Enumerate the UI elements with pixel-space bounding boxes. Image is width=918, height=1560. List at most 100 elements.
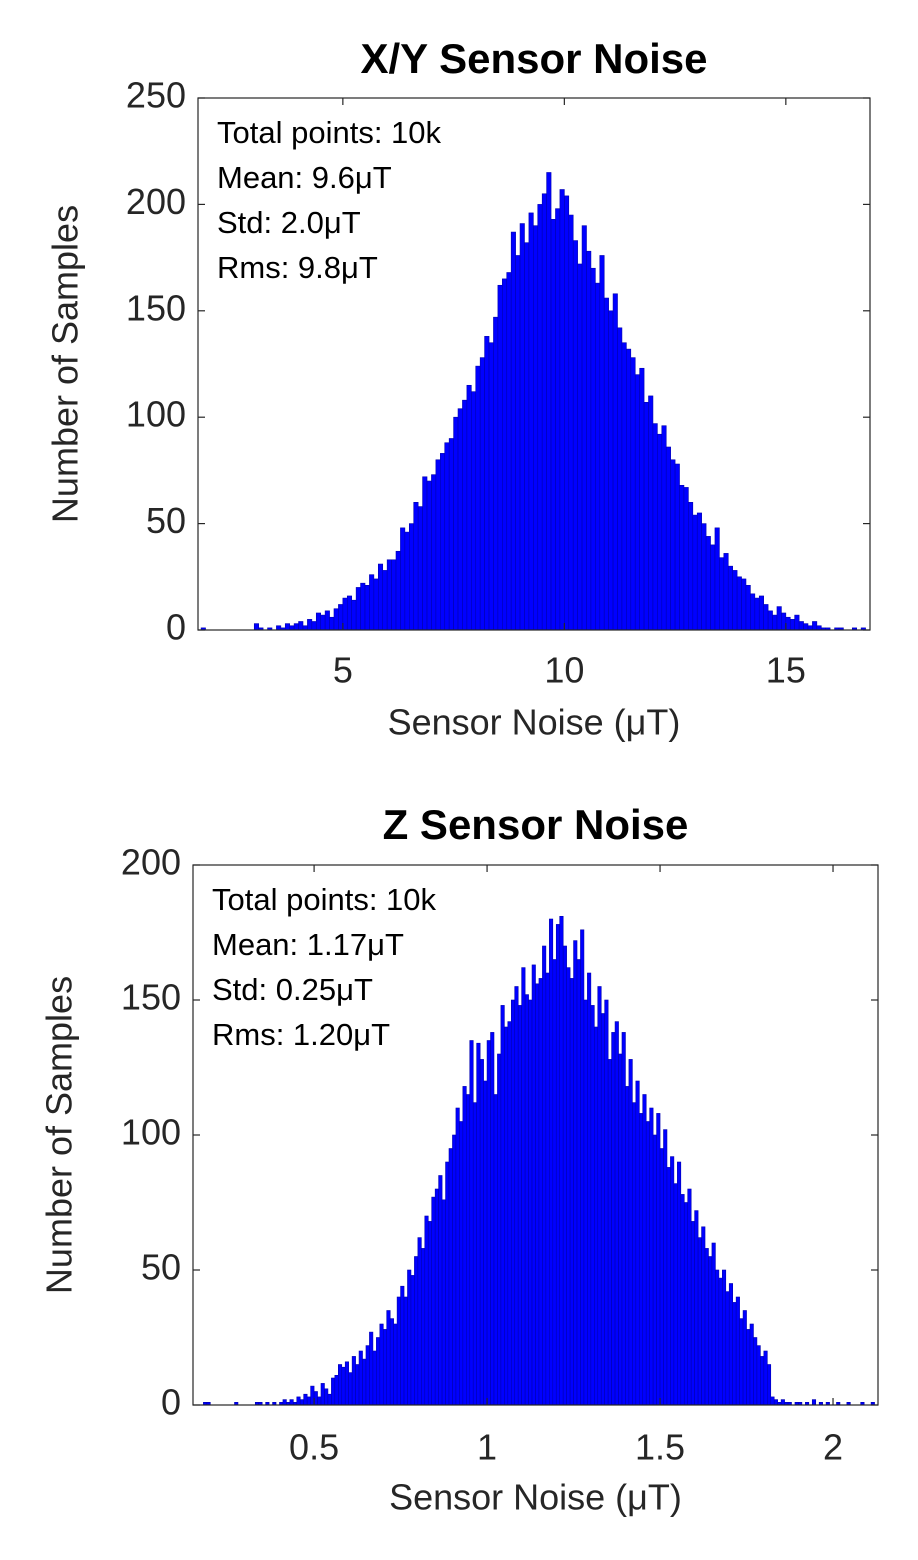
bar (767, 610, 773, 631)
bar (566, 967, 571, 1406)
bars (200, 172, 866, 631)
bar (389, 1318, 394, 1406)
bar (377, 563, 384, 631)
bar (590, 267, 596, 631)
y-tick-label: 200 (121, 842, 181, 883)
bar (583, 999, 588, 1406)
annotation: Mean: 9.6μT (217, 160, 392, 195)
bar (692, 514, 698, 631)
bar (426, 480, 432, 631)
bar (541, 193, 547, 631)
bar (564, 195, 570, 631)
axes-box (197, 97, 871, 631)
bar (510, 999, 516, 1406)
y-tick-label: 150 (126, 287, 186, 328)
bar (727, 565, 733, 631)
bar (581, 225, 587, 631)
bar (519, 223, 525, 631)
bar (680, 1194, 685, 1406)
bar (696, 512, 702, 631)
bar (484, 336, 490, 631)
bar (776, 606, 782, 631)
bar (559, 189, 565, 631)
bar (431, 1196, 436, 1406)
bar (365, 1345, 370, 1406)
bar (510, 231, 516, 631)
bar (440, 453, 446, 631)
bar (770, 1396, 775, 1406)
bar (677, 1161, 682, 1406)
bar (479, 1059, 484, 1406)
bar (719, 557, 725, 631)
bar (670, 459, 676, 631)
bar (723, 553, 729, 631)
bar (718, 1277, 723, 1406)
bar (348, 1372, 353, 1406)
bar (493, 1094, 498, 1406)
bar (289, 1399, 294, 1406)
bar (739, 1318, 744, 1406)
bar (659, 1148, 664, 1406)
bar (580, 929, 585, 1406)
x-tick-label: 15 (766, 650, 806, 691)
bar (645, 1121, 650, 1406)
y-axis-label: Number of Samples (45, 205, 86, 523)
bar (576, 959, 581, 1406)
bar (400, 1285, 405, 1406)
bar (524, 242, 530, 631)
bar (537, 204, 543, 631)
bar (652, 423, 658, 631)
bar (471, 391, 477, 631)
bar (452, 1134, 457, 1406)
bar (533, 225, 539, 631)
bar (749, 1323, 754, 1406)
bar (338, 604, 344, 631)
bar (688, 502, 694, 631)
bar (459, 1121, 464, 1406)
bar (403, 1296, 408, 1406)
bar (694, 1210, 699, 1406)
bar (364, 585, 370, 631)
bar (355, 1364, 360, 1406)
bar (282, 1399, 287, 1406)
bar (462, 399, 468, 631)
bar (410, 1275, 415, 1406)
bar (746, 1329, 751, 1406)
bar (504, 1026, 509, 1406)
bar (320, 1383, 325, 1406)
bar (506, 272, 512, 631)
bar (414, 1256, 419, 1406)
bar (569, 978, 574, 1406)
bar (683, 1202, 689, 1406)
bar (735, 1296, 740, 1406)
x-tick-label: 2 (823, 1427, 843, 1468)
x-tick-label: 1 (477, 1427, 497, 1468)
bar (435, 459, 441, 631)
bar (476, 1042, 481, 1406)
bar (475, 365, 481, 631)
bar (386, 1310, 391, 1406)
bar (306, 1396, 311, 1406)
bar (528, 212, 534, 631)
bar (673, 1183, 678, 1406)
bar (577, 263, 583, 631)
bar (515, 255, 521, 631)
bar (552, 959, 557, 1406)
bar (344, 1361, 349, 1406)
bar (816, 625, 822, 631)
bar (382, 570, 388, 631)
bar (528, 999, 533, 1406)
bar (697, 1237, 702, 1406)
bar (369, 574, 375, 631)
bar (469, 1040, 474, 1406)
bar (427, 1221, 433, 1406)
y-tick-label: 0 (166, 607, 186, 648)
bar (396, 1296, 401, 1406)
bar (486, 1040, 491, 1406)
bar (448, 1148, 453, 1406)
bar (745, 585, 751, 631)
bar (766, 1364, 772, 1406)
bar (497, 1053, 502, 1406)
y-tick-label: 50 (146, 500, 186, 541)
bar (372, 1350, 377, 1406)
